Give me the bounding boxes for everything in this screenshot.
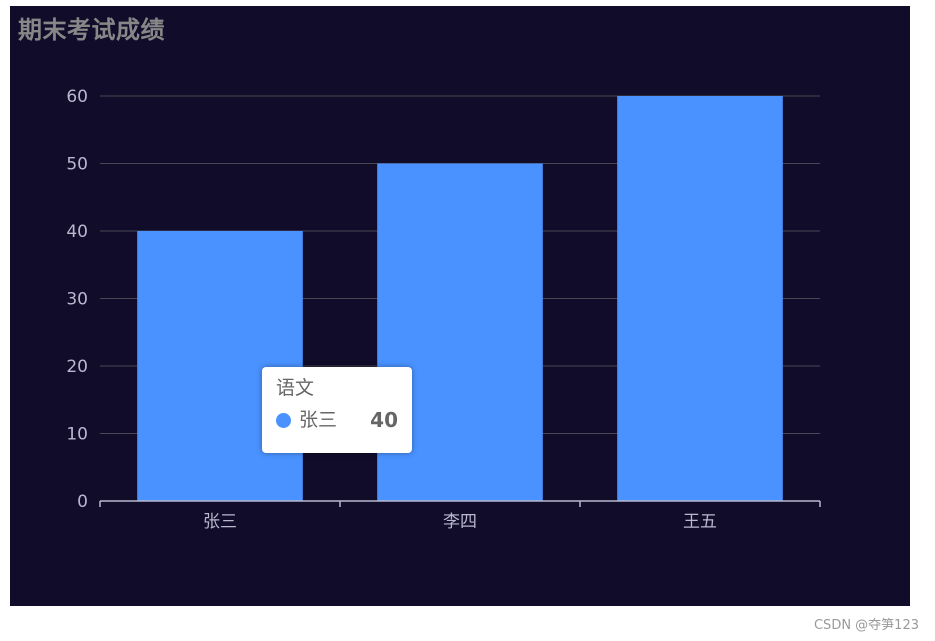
- x-category-label: 王五: [683, 512, 717, 532]
- y-tick-label: 50: [66, 155, 88, 175]
- bar: [137, 231, 303, 501]
- y-tick-label: 30: [66, 290, 88, 310]
- watermark: CSDN @夺笋123: [813, 618, 919, 633]
- tooltip-series-name: 语文: [276, 377, 315, 399]
- bar: [617, 96, 783, 501]
- chart-panel: 期末考试成绩 0 10 20 30 40 50 60 张三 李四 王五 语文 张三 40: [10, 6, 910, 606]
- tooltip-marker-icon: [276, 412, 291, 428]
- chart-title: 期末考试成绩: [18, 16, 165, 44]
- x-category-label: 张三: [203, 512, 237, 532]
- tooltip-category: 张三: [299, 408, 338, 431]
- y-tick-label: 40: [66, 222, 88, 242]
- tooltip-row: 张三 40: [276, 410, 398, 430]
- y-tick-label: 60: [66, 87, 88, 107]
- y-tick-label: 20: [66, 357, 88, 377]
- tooltip-value: 40: [370, 408, 398, 432]
- y-tick-label: 10: [66, 425, 88, 445]
- chart-tooltip: 语文 张三 40: [262, 367, 412, 453]
- y-tick-label: 0: [77, 492, 88, 512]
- x-category-label: 李四: [443, 512, 477, 532]
